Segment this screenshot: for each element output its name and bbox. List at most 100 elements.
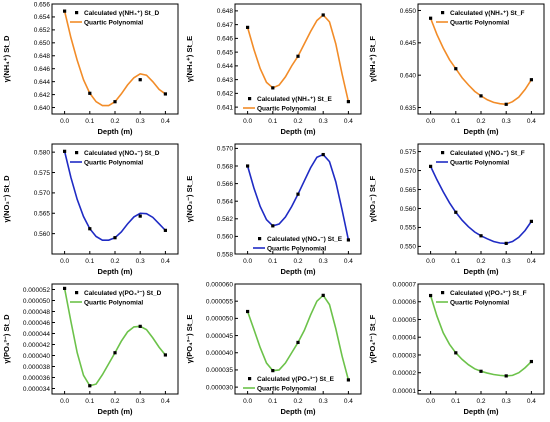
x-tick-label: 0.3: [319, 258, 328, 265]
y-tick-label: 0.650: [400, 8, 417, 15]
y-tick-label: 0.560: [400, 206, 417, 213]
y-tick-label: 0.000060: [206, 281, 233, 288]
x-axis-label: Depth (m): [98, 267, 133, 276]
x-tick-label: 0.1: [85, 118, 94, 125]
y-tick-label: 0.562: [217, 216, 234, 223]
y-tick-label: 0.648: [217, 8, 234, 15]
legend-marker-icon: [441, 291, 445, 295]
y-tick-label: 0.570: [34, 190, 51, 197]
x-tick-label: 0.0: [60, 398, 69, 405]
y-tick-label: 0.560: [34, 231, 51, 238]
x-tick-label: 0.3: [136, 118, 145, 125]
x-tick-label: 0.2: [476, 258, 485, 265]
y-axis-label: γ(NO₃⁻) St_E: [185, 176, 194, 223]
chart-panel: 0.0 0.1 0.2 0.3 0.4 0.000030 0.000035 0.000040 0…: [183, 280, 366, 420]
chart-svg: 0.0 0.1 0.2 0.3 0.4 0.550 0.555 0.560 0.565 0.570…: [368, 143, 545, 276]
y-tick-label: 0.00003: [393, 352, 417, 359]
chart-svg: 0.0 0.1 0.2 0.3 0.4 0.641 0.642 0.643 0.644 0.645…: [185, 3, 362, 136]
legend: Calculated γ(NO₃⁻) St_F Quartic Polynomia…: [436, 150, 525, 167]
x-tick-label: 0.0: [243, 398, 252, 405]
data-point: [479, 369, 483, 373]
y-tick-label: 0.570: [217, 146, 234, 153]
legend-label: Quartic Polynomial: [450, 300, 509, 307]
y-tick-label: 0.00005: [393, 317, 417, 324]
y-tick-label: 0.568: [217, 163, 234, 170]
y-tick-label: 0.580: [34, 149, 51, 156]
data-point: [529, 219, 533, 223]
y-tick-label: 0.575: [34, 170, 51, 177]
x-tick-label: 0.2: [110, 258, 119, 265]
x-tick-label: 0.4: [161, 118, 170, 125]
y-axis-label: γ(NH₄⁺) St_F: [368, 36, 377, 82]
data-point: [346, 238, 350, 242]
y-axis-label: γ(NO₃⁻) St_F: [368, 175, 377, 222]
data-point: [429, 16, 433, 20]
x-tick-label: 0.4: [344, 118, 353, 125]
y-tick-label: 0.00004: [393, 335, 417, 342]
x-tick-label: 0.0: [243, 258, 252, 265]
fit-line: [429, 166, 533, 245]
y-tick-label: 0.570: [400, 168, 417, 175]
x-tick-label: 0.4: [344, 398, 353, 405]
legend-marker-icon: [258, 237, 262, 241]
fit-line: [429, 295, 532, 377]
x-axis-label: Depth (m): [98, 407, 133, 416]
y-tick-label: 0.565: [400, 187, 417, 194]
fit-line: [246, 13, 350, 102]
fit-line: [246, 294, 350, 381]
y-tick-label: 0.00007: [393, 281, 417, 288]
chart-panel: 0.0 0.1 0.2 0.3 0.4 0.550 0.555 0.560 0.565 0.570…: [366, 140, 549, 280]
chart-panel: 0.0 0.1 0.2 0.3 0.4 0.000034 0.000036 0.000038 0…: [0, 280, 183, 420]
y-tick-label: 0.648: [34, 53, 51, 60]
y-tick-label: 0.558: [217, 251, 234, 258]
legend-label: Quartic Polynomial: [84, 20, 143, 27]
x-tick-label: 0.0: [60, 258, 69, 265]
data-point: [246, 25, 250, 29]
legend-label: Quartic Polynomial: [450, 160, 509, 167]
data-point: [63, 9, 67, 13]
y-tick-label: 0.555: [400, 225, 417, 232]
data-point: [163, 228, 167, 232]
legend-marker-icon: [441, 11, 445, 15]
y-tick-label: 0.566: [217, 181, 234, 188]
legend-marker-icon: [75, 151, 79, 155]
chart-panel: 0.0 0.1 0.2 0.3 0.4 0.00001 0.00002 0.00003 0.00…: [366, 280, 549, 420]
data-point: [529, 359, 533, 364]
data-point: [529, 78, 533, 82]
data-point: [271, 224, 275, 228]
legend: Calculated γ(PO₄³⁻) St_F Quartic Polynomi…: [436, 290, 527, 307]
y-tick-label: 0.646: [217, 36, 234, 43]
y-tick-label: 0.550: [400, 244, 417, 251]
x-tick-label: 0.2: [293, 258, 302, 265]
x-axis-label: Depth (m): [281, 127, 316, 136]
legend-label: Calculated γ(NH₄⁺) St_E: [257, 96, 332, 103]
y-tick-label: 0.560: [217, 234, 234, 241]
data-point: [246, 309, 250, 314]
legend-label: Quartic Polynomial: [267, 246, 326, 253]
y-tick-label: 0.641: [217, 104, 234, 111]
legend-label: Calculated γ(PO₄³⁻) St_D: [84, 290, 162, 297]
x-tick-label: 0.2: [476, 118, 485, 125]
chart-svg: 0.0 0.1 0.2 0.3 0.4 0.560 0.565 0.570 0.575 0.580…: [2, 143, 179, 276]
data-point: [63, 149, 67, 153]
legend-label: Calculated γ(NH₄⁺) St_D: [84, 10, 159, 17]
y-tick-label: 0.645: [400, 40, 417, 47]
data-point: [163, 353, 167, 357]
x-tick-label: 0.2: [293, 398, 302, 405]
data-point: [429, 293, 433, 298]
y-tick-label: 0.000045: [206, 333, 233, 340]
chart-panel: 0.0 0.1 0.2 0.3 0.4 0.635 0.640 0.645 0.650 Depth…: [366, 0, 549, 140]
x-axis-label: Depth (m): [98, 127, 133, 136]
y-tick-label: 0.000042: [23, 342, 50, 349]
legend-label: Quartic Polynomial: [257, 386, 316, 393]
x-tick-label: 0.0: [60, 118, 69, 125]
y-tick-label: 0.000034: [23, 386, 50, 393]
y-tick-label: 0.644: [34, 79, 51, 86]
x-tick-label: 0.3: [136, 258, 145, 265]
legend: Calculated γ(NH₄⁺) St_E Quartic Polynomia…: [243, 96, 332, 113]
x-tick-label: 0.3: [502, 258, 511, 265]
data-point: [271, 369, 275, 373]
legend-label: Calculated γ(NO₃⁻) St_F: [450, 150, 525, 157]
data-point: [454, 351, 458, 355]
